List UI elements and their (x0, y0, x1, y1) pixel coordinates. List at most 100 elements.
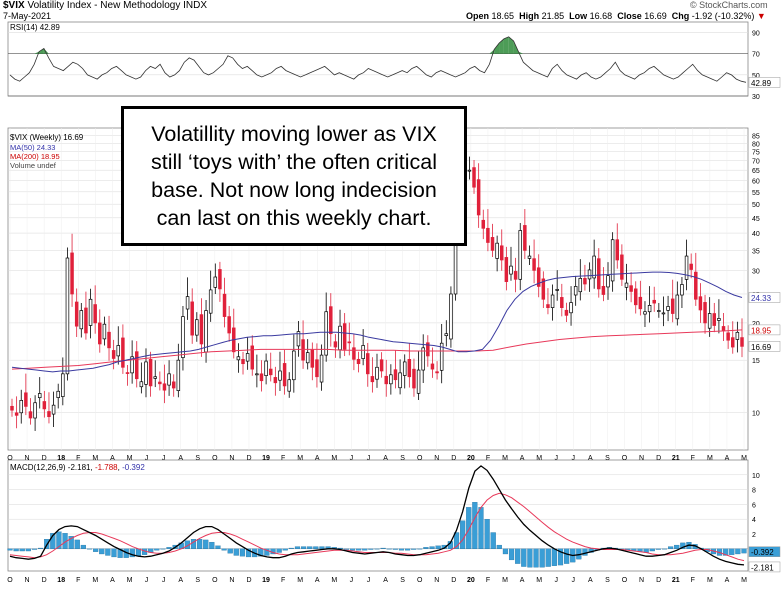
macd-histogram-bar (245, 548, 252, 558)
price-tick-label: 85 (752, 133, 760, 140)
x-tick-label: A (110, 455, 115, 462)
candle-body (301, 339, 305, 361)
candle-body (518, 230, 522, 280)
rsi-current-tag-bg (748, 77, 781, 88)
candle-body (268, 368, 273, 376)
annotation-line-4: can last on this weekly chart. (156, 206, 432, 230)
candle-body (560, 297, 564, 308)
macd-histogram-bar (655, 548, 661, 550)
candle-body (218, 269, 222, 290)
candle-body (643, 311, 647, 315)
macd-histogram-bar (515, 548, 521, 564)
rsi-tick-label: 50 (752, 73, 760, 80)
x-tick-label-bottom: J (572, 577, 576, 584)
candle-body (601, 285, 606, 295)
macd-histogram-bar (502, 548, 509, 555)
macd-histogram-bar (276, 548, 282, 553)
candle-body (569, 302, 573, 314)
macd-histogram-bar (93, 548, 99, 552)
candle-body (116, 345, 121, 357)
macd-histogram-bar (111, 548, 117, 558)
macd-histogram-bar (668, 546, 674, 549)
rsi-overbought-fill (494, 43, 500, 54)
macd-histogram-bar (7, 548, 13, 551)
candle-body (624, 282, 629, 288)
ma50-line (11, 271, 743, 373)
symbol: $VIX (3, 0, 25, 11)
price-legend-vix: $VIX (Weekly) 16.69 (10, 133, 84, 142)
candle-body (135, 351, 139, 380)
candle-body (592, 255, 596, 279)
candle-body (426, 342, 430, 357)
macd-histogram-bar (197, 539, 203, 549)
macd-histogram-bar (661, 548, 668, 550)
x-tick-label: F (486, 455, 490, 462)
price-tick-label: 20 (752, 321, 760, 328)
candle-body (629, 285, 633, 292)
macd-histogram-bar (380, 547, 386, 549)
candle-body (407, 359, 412, 378)
candle-body (486, 227, 490, 243)
candle-body (167, 373, 171, 386)
candle-body (712, 313, 717, 326)
candle-body (375, 366, 379, 380)
candle-body (430, 363, 435, 370)
x-tick-label-bottom: S (195, 577, 200, 584)
candle-body (731, 337, 735, 348)
candle-body (222, 293, 227, 317)
x-tick-label-bottom: A (315, 577, 320, 584)
x-tick-label: M (502, 455, 508, 462)
macd-histogram-bar (545, 548, 551, 567)
macd-histogram-bar (56, 531, 62, 549)
candle-body (735, 331, 740, 340)
candle-body (472, 167, 476, 188)
x-tick-label-bottom: J (162, 577, 166, 584)
candle-body (282, 363, 287, 387)
macd-histogram-bar (417, 548, 423, 550)
x-tick-label-bottom: O (7, 577, 13, 584)
candle-body (740, 337, 744, 347)
x-tick-label: J (554, 455, 558, 462)
x-tick-label: A (588, 455, 593, 462)
candle-body (125, 372, 130, 374)
macd-histogram-bar (386, 548, 392, 550)
x-tick-label: N (25, 455, 30, 462)
annotation-line-1: Volatillity moving lower as VIX (151, 122, 437, 146)
candle-body (657, 310, 661, 312)
candle-body (250, 345, 254, 370)
x-tick-label: M (92, 455, 98, 462)
candle-body (51, 404, 56, 415)
macd-histogram-bar (19, 548, 25, 552)
candle-body (675, 294, 680, 320)
macd-histogram-bar (398, 548, 405, 551)
x-tick-label-bottom: N (434, 577, 439, 584)
macd-histogram-bar (429, 546, 435, 549)
candle-body (296, 331, 301, 347)
candle-body (338, 325, 342, 351)
candle-body (107, 331, 111, 349)
candle-body (61, 373, 65, 397)
ma50-tag: 24.33 (751, 294, 772, 303)
x-tick-label: N (434, 455, 439, 462)
price-tick-label: 35 (752, 248, 760, 255)
macd-histogram-bar (423, 547, 429, 549)
candle-body (347, 341, 352, 344)
x-tick-label: D (451, 455, 456, 462)
candle-body (278, 370, 282, 381)
x-tick-label: 19 (262, 455, 270, 462)
x-tick-label: F (691, 455, 695, 462)
x-tick-label-bottom: 21 (672, 577, 680, 584)
candle-body (546, 304, 550, 308)
macd-histogram-bar (99, 548, 105, 555)
candle-body (578, 278, 583, 293)
x-tick-label-bottom: O (417, 577, 423, 584)
candle-body (583, 278, 587, 285)
candle-body (633, 288, 638, 306)
candle-body (342, 323, 347, 350)
x-tick-label: A (315, 455, 320, 462)
rsi-overbought-fill (503, 36, 509, 54)
candle-body (449, 293, 453, 340)
macd-histogram-bar (453, 532, 460, 549)
macd-histogram-bar (13, 548, 19, 552)
candle-body (176, 359, 181, 391)
